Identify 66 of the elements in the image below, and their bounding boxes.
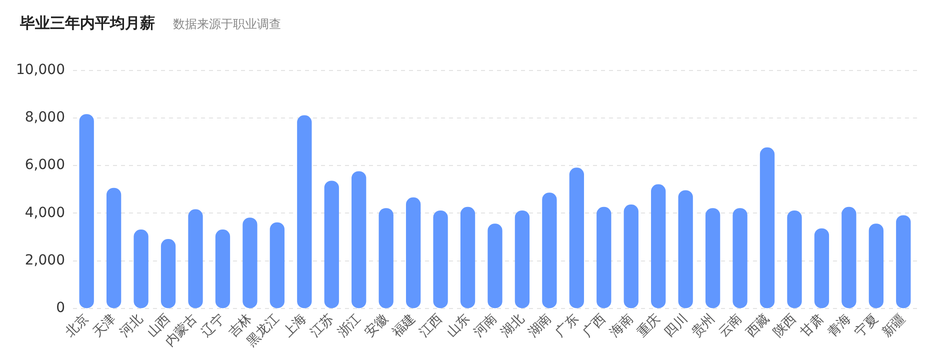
y-tick-label: 4,000 — [24, 204, 65, 221]
bar — [352, 171, 366, 308]
x-tick-label: 青海 — [825, 312, 854, 341]
bar — [242, 218, 258, 308]
x-tick-label: 江苏 — [308, 312, 337, 341]
x-tick-label: 广西 — [580, 312, 610, 341]
y-tick-label: 0 — [56, 300, 65, 316]
x-tick-label: 西藏 — [743, 312, 772, 341]
x-tick-label: 山东 — [444, 312, 473, 341]
bar — [814, 228, 830, 308]
x-tick-label: 河南 — [471, 312, 500, 341]
bar — [651, 184, 666, 308]
x-tick-label: 浙江 — [335, 312, 364, 341]
x-tick-label: 安徽 — [362, 310, 392, 341]
x-tick-label: 云南 — [716, 312, 746, 341]
y-tick-label: 6,000 — [24, 157, 65, 174]
bar — [106, 188, 122, 308]
x-tick-label: 上海 — [280, 312, 310, 341]
bar — [324, 180, 339, 308]
x-tick-label: 广东 — [552, 312, 582, 341]
x-tick-label: 辽宁 — [198, 310, 228, 341]
chart-subtitle: 数据来源于职业调查 — [173, 16, 281, 33]
x-tick-label: 新疆 — [880, 312, 909, 341]
x-tick-label: 江西 — [416, 312, 446, 341]
bar — [569, 168, 584, 308]
bar — [705, 208, 720, 308]
bar — [842, 206, 856, 308]
x-tick-label: 福建 — [390, 312, 419, 341]
x-tick-label: 河北 — [117, 312, 146, 341]
bar — [215, 230, 230, 308]
bar — [542, 192, 557, 308]
bar — [678, 190, 693, 308]
x-tick-label: 贵州 — [689, 312, 718, 341]
bar — [406, 197, 421, 308]
x-tick-label: 湖北 — [498, 312, 528, 341]
bar — [378, 208, 394, 308]
y-tick-label: 10,000 — [16, 62, 65, 78]
bar — [868, 224, 884, 308]
bar — [787, 210, 802, 308]
bar — [188, 209, 203, 308]
bar — [732, 208, 748, 308]
bar — [297, 115, 312, 308]
y-tick-label: 2,000 — [24, 252, 65, 268]
bar — [460, 206, 476, 308]
chart-title: 毕业三年内平均月薪 — [20, 14, 155, 33]
x-tick-label: 海南 — [607, 312, 636, 341]
bar — [514, 210, 530, 308]
x-tick-label: 湖南 — [526, 312, 555, 341]
bar — [134, 230, 148, 308]
bar — [270, 222, 285, 308]
x-tick-label: 陕西 — [770, 312, 800, 341]
x-tick-label: 重庆 — [634, 312, 664, 341]
x-tick-label: 宁夏 — [852, 310, 882, 341]
bar — [596, 206, 612, 308]
x-tick-label: 四川 — [662, 312, 691, 341]
y-tick-label: 8,000 — [24, 110, 65, 126]
bar — [488, 224, 502, 308]
bar — [624, 204, 638, 308]
bar — [160, 239, 176, 308]
x-tick-label: 北京 — [62, 312, 92, 341]
bar — [896, 215, 911, 308]
bar — [760, 147, 775, 308]
bar — [79, 114, 94, 308]
x-tick-label: 甘肃 — [798, 312, 827, 341]
bar — [433, 210, 448, 308]
x-tick-label: 天津 — [90, 312, 120, 341]
